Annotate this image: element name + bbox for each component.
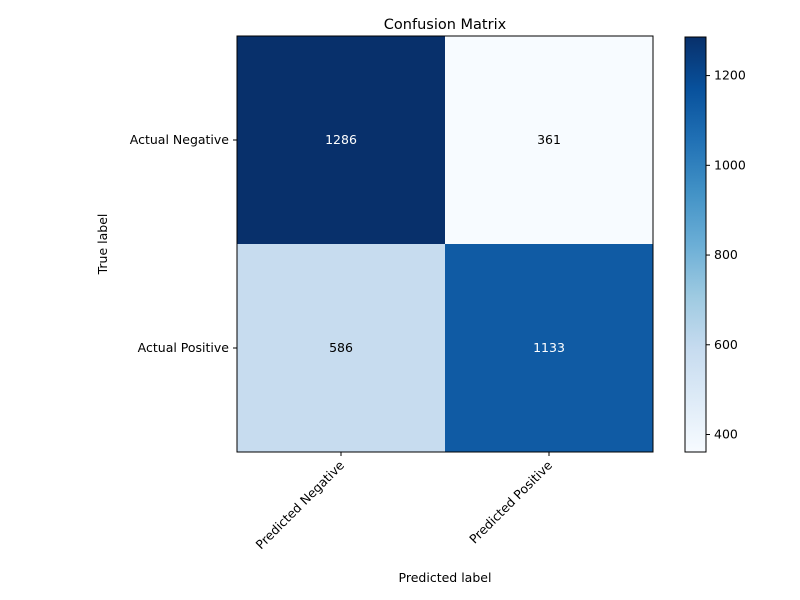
cell-value-label: 1286 (325, 132, 357, 147)
colorbar (684, 36, 707, 453)
cell-value-label: 361 (537, 132, 561, 147)
heatmap-cells (237, 36, 653, 452)
x-axis-label: Predicted label (399, 570, 492, 585)
cell-value-label: 586 (329, 340, 353, 355)
colorbar-tick-label: 1200 (714, 68, 746, 83)
y-axis-label: True label (95, 214, 110, 276)
cell-value-label: 1133 (533, 340, 565, 355)
colorbar-tick-label: 400 (714, 427, 738, 442)
heatmap-cell (237, 244, 445, 452)
y-tick-label: Actual Negative (130, 132, 230, 147)
heatmap-cell (237, 36, 445, 244)
colorbar-tick-label: 600 (714, 337, 738, 352)
y-tick-labels: Actual Negative Actual Positive (130, 132, 237, 355)
y-tick-label: Actual Positive (138, 340, 230, 355)
colorbar-ticks: 400 600 800 1000 1200 (706, 68, 746, 442)
heatmap-cell (445, 36, 653, 244)
plot-frame (236, 35, 654, 453)
heatmap-cell-labels: 1286 361 586 1133 (325, 132, 565, 355)
chart-title: Confusion Matrix (384, 17, 507, 33)
heatmap-cell (445, 244, 653, 452)
colorbar-tick-label: 1000 (714, 157, 746, 172)
colorbar-tick-label: 800 (714, 247, 738, 262)
